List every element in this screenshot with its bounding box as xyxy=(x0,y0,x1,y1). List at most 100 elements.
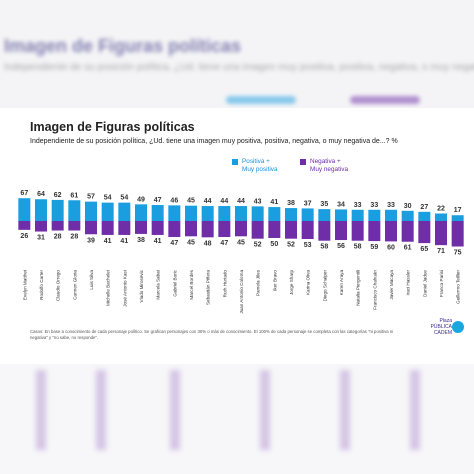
bar-negative xyxy=(418,221,431,244)
legend-negative: Negativa + Muy negativa xyxy=(300,158,348,174)
category-label: Natalia Piergentili xyxy=(356,270,361,306)
data-label-positive: 27 xyxy=(420,204,428,211)
bar-negative xyxy=(385,221,397,242)
category-label: Iker Bravo xyxy=(272,270,277,291)
data-label-negative: 53 xyxy=(304,242,312,249)
data-label-positive: 43 xyxy=(254,198,262,205)
category-label: Sebastián Piñera xyxy=(206,270,211,305)
legend-swatch-negative xyxy=(300,159,306,165)
bar-positive xyxy=(301,208,314,221)
bar-positive xyxy=(68,200,81,221)
legend-label-negative: Negativa + Muy negativa xyxy=(310,158,349,173)
legend-positive: Positiva + Muy positiva xyxy=(232,158,278,174)
bar-negative xyxy=(168,221,181,237)
data-label-positive: 33 xyxy=(354,202,362,209)
bar-positive xyxy=(251,206,264,221)
data-label-negative: 52 xyxy=(287,242,295,249)
category-label: Franco Parisi xyxy=(439,270,444,297)
bar-negative xyxy=(451,221,464,247)
bar-positive xyxy=(451,215,464,221)
data-label-negative: 26 xyxy=(20,233,28,240)
cadem-logo-icon xyxy=(452,321,464,333)
blurred-legend-pill xyxy=(226,96,296,104)
bar-negative xyxy=(351,221,364,241)
bar-positive xyxy=(418,211,431,221)
blurred-subtitle: Independiente de su posición política, ¿… xyxy=(4,62,474,73)
blurred-bar xyxy=(340,370,350,450)
bar-positive xyxy=(185,205,197,221)
bar-negative xyxy=(185,221,197,237)
category-label: Pamela Jiles xyxy=(256,269,261,296)
data-label-positive: 22 xyxy=(437,206,445,213)
bar-negative xyxy=(235,221,247,237)
category-label: Javier Macaya xyxy=(389,270,394,300)
category-label: Michelle Bachelet xyxy=(106,269,111,306)
bar-negative xyxy=(51,221,64,231)
bar-positive xyxy=(235,206,247,221)
bar-positive xyxy=(135,204,147,221)
bar-positive xyxy=(118,202,131,221)
data-label-positive: 46 xyxy=(170,197,178,204)
bar-positive xyxy=(201,206,214,221)
category-label: Claudio Orrego xyxy=(56,270,61,302)
bar-positive xyxy=(385,209,397,221)
data-label-negative: 58 xyxy=(320,244,328,251)
blurred-background-footer xyxy=(0,364,474,474)
data-label-positive: 67 xyxy=(20,190,28,197)
data-label-negative: 60 xyxy=(387,244,395,251)
data-label-positive: 57 xyxy=(87,194,95,201)
data-label-negative: 71 xyxy=(437,248,445,255)
category-label: Ruth Hurtado xyxy=(222,270,227,298)
category-label: Marcel Bordes xyxy=(189,269,194,299)
data-label-negative: 50 xyxy=(270,241,278,248)
category-label: Francisco Chahuán xyxy=(372,270,377,310)
data-label-negative: 75 xyxy=(454,250,462,257)
bar-positive xyxy=(101,202,114,221)
data-label-positive: 49 xyxy=(137,196,145,203)
data-label-negative: 31 xyxy=(37,235,45,242)
category-label: José Antonio Kast xyxy=(122,269,127,306)
bar-negative xyxy=(435,221,447,246)
blurred-legend-pill xyxy=(350,96,420,104)
blurred-bar xyxy=(410,370,420,450)
data-label-negative: 47 xyxy=(220,240,228,247)
bar-positive xyxy=(51,199,64,221)
bar-negative xyxy=(318,221,331,241)
data-label-negative: 59 xyxy=(370,244,378,251)
bar-positive xyxy=(318,209,331,221)
data-label-positive: 44 xyxy=(220,198,228,205)
bar-negative xyxy=(368,221,381,242)
bar-positive xyxy=(401,210,414,221)
bar-negative xyxy=(18,221,31,230)
data-label-negative: 39 xyxy=(87,237,95,244)
data-label-negative: 45 xyxy=(187,239,195,246)
category-label: Vlado Mirosevic xyxy=(139,269,144,302)
chart-title: Imagen de Figuras políticas xyxy=(30,120,195,134)
data-label-negative: 41 xyxy=(154,238,162,245)
data-label-negative: 58 xyxy=(354,244,362,251)
data-label-negative: 61 xyxy=(404,245,412,252)
data-label-negative: 65 xyxy=(420,246,428,253)
bar-positive xyxy=(435,213,447,221)
bar-negative xyxy=(201,221,214,238)
category-label: Diego Schalper xyxy=(322,270,327,302)
data-label-negative: 28 xyxy=(54,234,62,241)
blurred-bar xyxy=(170,370,180,450)
bar-negative xyxy=(68,221,81,231)
category-label: Jorge Sharp xyxy=(289,270,294,295)
data-label-positive: 44 xyxy=(237,198,245,205)
blurred-title: Imagen de Figuras políticas xyxy=(4,36,242,56)
bar-positive xyxy=(285,208,297,221)
blurred-bar xyxy=(36,370,46,450)
bar-positive xyxy=(218,206,231,221)
data-label-positive: 33 xyxy=(370,202,378,209)
blurred-bar xyxy=(260,370,270,450)
category-label: Carmen Gloria xyxy=(72,270,77,300)
category-label: Guillermo Teillier xyxy=(456,270,461,304)
data-label-positive: 64 xyxy=(37,191,45,198)
category-label: Juan Antonio Coloma xyxy=(239,270,244,314)
category-label: Marcela Sabat xyxy=(156,269,161,299)
bar-positive xyxy=(268,207,281,221)
bar-negative xyxy=(135,221,147,234)
